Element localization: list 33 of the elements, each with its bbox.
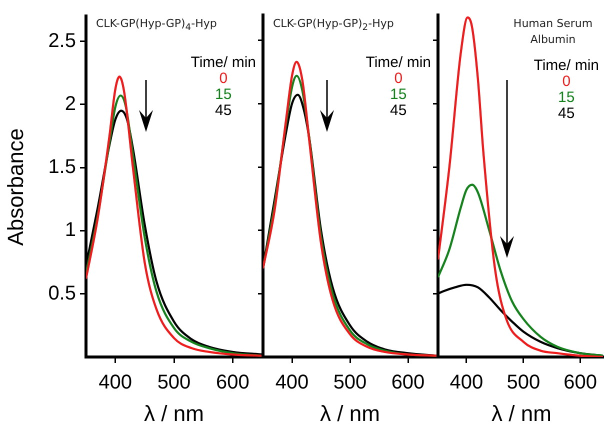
x-tick-label: 500 — [506, 372, 540, 394]
x-tick-label: 500 — [157, 372, 191, 394]
y-tick-label: 2.5 — [48, 30, 76, 52]
x-tick-label: 400 — [450, 372, 484, 394]
text: 15 — [214, 86, 233, 103]
y-tick-label: 1 — [64, 219, 76, 242]
text: 45 — [389, 102, 408, 119]
legend-title: Time/ min — [190, 54, 256, 71]
y-tick-label: 2 — [64, 92, 76, 115]
text: 15 — [389, 86, 408, 103]
y-tick-label: 0.5 — [48, 282, 76, 304]
x-tick-label: 600 — [216, 372, 250, 394]
x-tick-label: 400 — [98, 372, 132, 394]
text: 0 — [393, 70, 404, 87]
x-tick-label: 400 — [275, 372, 309, 394]
x-tick-label: 500 — [333, 372, 367, 394]
text: Human Serum Albumin — [512, 16, 594, 48]
text: 45 — [214, 102, 233, 119]
text: 15 — [557, 89, 576, 106]
legend-title: Time/ min — [366, 54, 431, 71]
y-tick-label: 1.5 — [48, 156, 76, 178]
x-axis-title: λ / nm — [143, 401, 205, 427]
text: 0 — [561, 73, 572, 90]
text: 0 — [218, 70, 229, 87]
legend-title: Time/ min — [534, 57, 599, 74]
chart-title: CLK-GP(Hyp-GP)$_{2}$-Hyp — [273, 16, 395, 36]
x-axis-title: λ / nm — [319, 401, 381, 427]
y-axis-title: Absorbance — [3, 127, 29, 248]
x-axis-title: λ / nm — [490, 401, 552, 427]
text: 45 — [557, 105, 576, 122]
x-tick-label: 600 — [391, 372, 425, 394]
x-tick-label: 600 — [564, 372, 598, 394]
chart-title: CLK-GP(Hyp-GP)$_{4}$-Hyp — [96, 16, 218, 36]
